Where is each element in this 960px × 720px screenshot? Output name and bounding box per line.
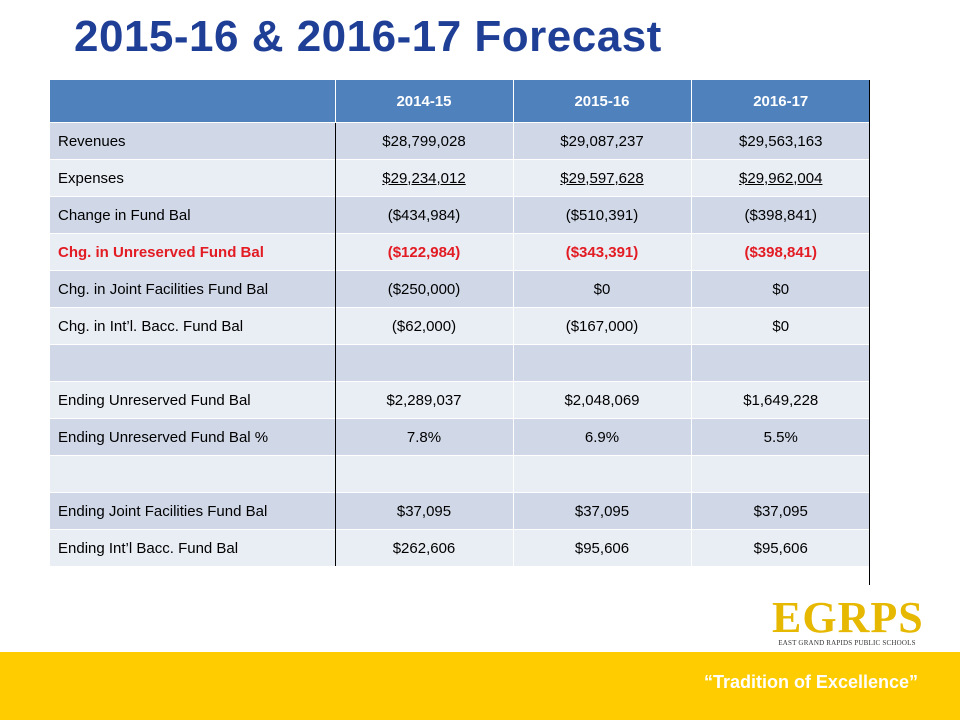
- cell-2016-17: $37,095: [690, 492, 870, 530]
- forecast-table: 2014-15 2015-16 2016-17 Revenues $28,799…: [50, 80, 870, 566]
- table-row-unreserved-change: Chg. in Unreserved Fund Bal ($122,984) (…: [50, 233, 870, 271]
- row-label: Change in Fund Bal: [50, 196, 335, 234]
- row-label: Chg. in Unreserved Fund Bal: [50, 233, 335, 271]
- cell-2014-15: $37,095: [334, 492, 513, 530]
- table-row-blank: [50, 455, 870, 493]
- row-label: Chg. in Joint Facilities Fund Bal: [50, 270, 335, 308]
- footer-bar: “Tradition of Excellence”: [0, 652, 960, 720]
- cell-2016-17: [690, 344, 870, 382]
- table-row-ending-intl-bacc: Ending Int’l Bacc. Fund Bal $262,606 $95…: [50, 529, 870, 566]
- egrps-logo: EGRPS EAST GRAND RAPIDS PUBLIC SCHOOLS: [772, 596, 923, 648]
- table-header-row: 2014-15 2015-16 2016-17: [50, 80, 870, 123]
- table-row-change-in-fund-bal: Change in Fund Bal ($434,984) ($510,391)…: [50, 196, 870, 234]
- row-label: Ending Int’l Bacc. Fund Bal: [50, 529, 335, 566]
- cell-2014-15: $2,289,037: [334, 381, 513, 419]
- table-row-ending-joint-facilities: Ending Joint Facilities Fund Bal $37,095…: [50, 492, 870, 530]
- row-label: Expenses: [50, 159, 335, 197]
- cell-2015-16: [512, 344, 691, 382]
- row-label: Chg. in Int’l. Bacc. Fund Bal: [50, 307, 335, 345]
- cell-2014-15: $262,606: [334, 529, 513, 566]
- cell-2016-17: $0: [690, 307, 870, 345]
- cell-2014-15: ($250,000): [334, 270, 513, 308]
- cell-2015-16: ($167,000): [512, 307, 691, 345]
- cell-2014-15: [334, 344, 513, 382]
- table-row-joint-facilities-change: Chg. in Joint Facilities Fund Bal ($250,…: [50, 270, 870, 308]
- cell-2014-15: $28,799,028: [334, 122, 513, 160]
- cell-2015-16: [512, 455, 691, 493]
- header-cell-2014-15: 2014-15: [334, 80, 513, 123]
- cell-2015-16: $29,087,237: [512, 122, 691, 160]
- cell-2016-17: $29,962,004: [690, 159, 870, 197]
- cell-2015-16: 6.9%: [512, 418, 691, 456]
- table-row-ending-unreserved: Ending Unreserved Fund Bal $2,289,037 $2…: [50, 381, 870, 419]
- row-label: Ending Joint Facilities Fund Bal: [50, 492, 335, 530]
- cell-2016-17: ($398,841): [690, 196, 870, 234]
- header-cell-2015-16: 2015-16: [512, 80, 691, 123]
- cell-2014-15: 7.8%: [334, 418, 513, 456]
- cell-2014-15: ($62,000): [334, 307, 513, 345]
- cell-2015-16: $95,606: [512, 529, 691, 566]
- cell-2016-17: $0: [690, 270, 870, 308]
- cell-2014-15: ($434,984): [334, 196, 513, 234]
- logo-subtitle: EAST GRAND RAPIDS PUBLIC SCHOOLS: [778, 639, 916, 647]
- cell-2014-15: ($122,984): [334, 233, 513, 271]
- cell-2015-16: $37,095: [512, 492, 691, 530]
- table-row-intl-bacc-change: Chg. in Int’l. Bacc. Fund Bal ($62,000) …: [50, 307, 870, 345]
- cell-2015-16: ($343,391): [512, 233, 691, 271]
- header-cell-label: [50, 80, 335, 123]
- cell-2016-17: $95,606: [690, 529, 870, 566]
- logo-letters: EGRPS: [772, 593, 924, 642]
- row-label: [50, 344, 335, 382]
- table-row-expenses: Expenses $29,234,012 $29,597,628 $29,962…: [50, 159, 870, 197]
- table-row-blank: [50, 344, 870, 382]
- cell-2015-16: ($510,391): [512, 196, 691, 234]
- cell-2015-16: $2,048,069: [512, 381, 691, 419]
- cell-2015-16: $0: [512, 270, 691, 308]
- cell-2015-16: $29,597,628: [512, 159, 691, 197]
- table-row-revenues: Revenues $28,799,028 $29,087,237 $29,563…: [50, 122, 870, 160]
- table-right-border: [869, 80, 870, 585]
- cell-2016-17: ($398,841): [690, 233, 870, 271]
- row-label: Ending Unreserved Fund Bal: [50, 381, 335, 419]
- cell-2016-17: $1,649,228: [690, 381, 870, 419]
- cell-2014-15: $29,234,012: [334, 159, 513, 197]
- table-row-ending-unreserved-pct: Ending Unreserved Fund Bal % 7.8% 6.9% 5…: [50, 418, 870, 456]
- cell-2016-17: $29,563,163: [690, 122, 870, 160]
- cell-2016-17: [690, 455, 870, 493]
- row-label: [50, 455, 335, 493]
- cell-2016-17: 5.5%: [690, 418, 870, 456]
- page-title: 2015-16 & 2016-17 Forecast: [74, 12, 662, 61]
- header-cell-2016-17: 2016-17: [690, 80, 870, 123]
- row-label: Ending Unreserved Fund Bal %: [50, 418, 335, 456]
- footer-tagline: “Tradition of Excellence”: [703, 672, 918, 692]
- cell-2014-15: [334, 455, 513, 493]
- row-label: Revenues: [50, 122, 335, 160]
